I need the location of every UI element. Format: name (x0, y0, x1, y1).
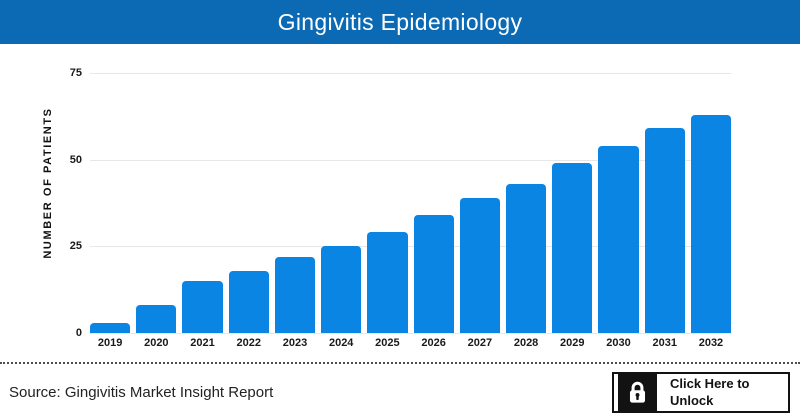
y-tick-label: 50 (69, 153, 82, 166)
x-tick-label: 2027 (467, 337, 493, 349)
chart-bar-2023 (274, 256, 316, 333)
x-tick-label: 2021 (190, 337, 215, 349)
y-tick-label: 75 (69, 67, 82, 79)
x-tick-label: 2032 (698, 337, 724, 349)
x-tick-label: 2023 (282, 337, 308, 349)
chart-bar-2019 (90, 322, 131, 333)
title-bar: Gingivitis Epidemiology (0, 0, 800, 44)
gridline (90, 73, 731, 74)
x-tick-label: 2019 (97, 337, 123, 349)
chart-bar-2031 (644, 128, 685, 333)
x-tick-label: 2026 (421, 337, 446, 349)
bars-container (90, 73, 732, 333)
x-tick-label: 2031 (652, 337, 677, 349)
plot-area (90, 73, 732, 334)
chart-bar-2032 (690, 114, 732, 333)
chart-bar-2021 (182, 281, 223, 333)
x-axis: 2019 2020 2021 2022 2023 2024 2025 2026 2027 2028… (90, 337, 731, 349)
chart-bar-2020 (136, 305, 177, 333)
unlock-label: Click Here to Unlock (670, 375, 750, 408)
y-axis-title: NUMBER OF PATIENTS (42, 107, 54, 259)
chart-bar-2025 (367, 232, 408, 333)
dotted-divider (0, 362, 800, 364)
chart-bar-2024 (321, 246, 362, 333)
x-tick-label: 2025 (375, 337, 400, 349)
x-tick-label: 2029 (560, 337, 585, 349)
chart-bar-2026 (413, 215, 454, 333)
x-tick-label: 2022 (236, 337, 261, 349)
x-tick-label: 2030 (606, 337, 631, 349)
x-tick-label: 2028 (513, 337, 539, 349)
chart-bar-2030 (598, 145, 639, 333)
gridline (90, 246, 731, 248)
chart-bar-2027 (459, 197, 500, 333)
lock-icon (618, 374, 657, 411)
chart-bar-2028 (505, 183, 547, 333)
y-tick-label: 25 (69, 240, 82, 253)
x-tick-label: 2020 (144, 337, 169, 349)
unlock-button[interactable]: Click Here to Unlock (612, 372, 790, 413)
source-text: Source: Gingivitis Market Insight Report (9, 384, 274, 401)
gridline (90, 333, 731, 334)
page-title: Gingivitis Epidemiology (277, 8, 523, 35)
x-tick-label: 2024 (328, 337, 354, 349)
chart-bar-2029 (552, 163, 593, 333)
y-tick-label: 0 (75, 327, 82, 339)
gridline (90, 159, 731, 161)
chart-bar-2022 (228, 270, 269, 333)
